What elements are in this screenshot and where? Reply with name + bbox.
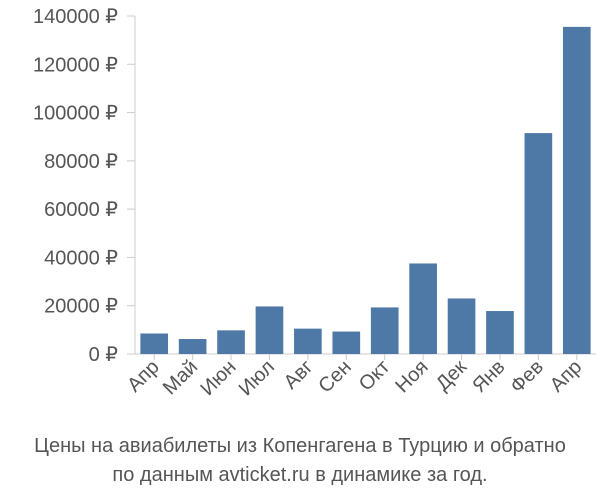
x-tick-label: Фев bbox=[506, 356, 548, 398]
bar bbox=[409, 263, 437, 354]
bar bbox=[217, 330, 245, 354]
x-tick-label: Дек bbox=[432, 356, 471, 395]
x-tick-label: Янв bbox=[468, 356, 509, 397]
axes bbox=[127, 15, 596, 360]
x-tick-label: Окт bbox=[355, 356, 394, 395]
y-tick-label: 120000 ₽ bbox=[33, 54, 118, 76]
bar bbox=[524, 133, 553, 354]
x-tick-label: Июн bbox=[196, 356, 240, 400]
bars bbox=[140, 26, 591, 354]
x-tick-label: Апр bbox=[546, 356, 587, 397]
y-tick-label: 140000 ₽ bbox=[33, 6, 118, 28]
bar bbox=[332, 331, 361, 354]
y-tick-label: 40000 ₽ bbox=[44, 247, 118, 269]
y-tick-label: 60000 ₽ bbox=[44, 199, 118, 221]
chart-caption-line-2: по данным avticket.ru в динамике за год. bbox=[112, 464, 488, 486]
bar bbox=[486, 311, 514, 354]
chart-caption-line-1: Цены на авиабилеты из Копенгагена в Турц… bbox=[34, 435, 566, 457]
y-tick-labels: 0 ₽ 20000 ₽ 40000 ₽ 60000 ₽ 80000 ₽ 100000 ₽ 1… bbox=[33, 6, 118, 366]
y-tick-label: 80000 ₽ bbox=[44, 151, 118, 173]
x-tick-label: Ноя bbox=[391, 356, 432, 397]
bar bbox=[140, 333, 169, 354]
x-tick-label: Май bbox=[159, 356, 202, 399]
bar bbox=[562, 26, 591, 354]
y-tick-label: 20000 ₽ bbox=[44, 296, 118, 318]
x-tick-label: Сен bbox=[314, 356, 355, 397]
bar bbox=[447, 298, 476, 354]
y-tick-label: 100000 ₽ bbox=[33, 103, 118, 125]
x-tick-label: Июл bbox=[235, 356, 279, 400]
bar bbox=[255, 306, 284, 354]
bar bbox=[370, 307, 399, 354]
x-tick-label: Авг bbox=[280, 356, 318, 394]
bar-chart: 0 ₽ 20000 ₽ 40000 ₽ 60000 ₽ 80000 ₽ 100000 ₽ 1… bbox=[33, 6, 596, 400]
y-tick-label: 0 ₽ bbox=[89, 344, 119, 366]
bar bbox=[178, 339, 207, 354]
bar bbox=[294, 328, 322, 354]
x-tick-label: Апр bbox=[123, 356, 164, 397]
